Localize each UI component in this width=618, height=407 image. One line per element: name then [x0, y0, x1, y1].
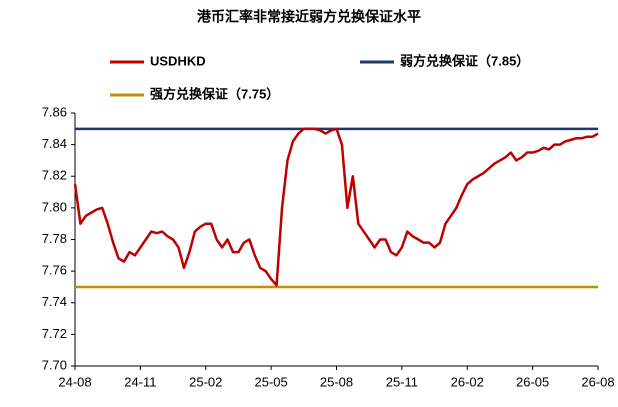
- x-tick-label: 24-11: [124, 374, 156, 389]
- y-tick-label: 7.82: [42, 168, 67, 183]
- legend-label: 强方兑换保证（7.75）: [150, 86, 279, 101]
- y-tick-label: 7.76: [42, 263, 67, 278]
- legend-label: 弱方兑换保证（7.85）: [400, 53, 529, 68]
- legend-label: USDHKD: [150, 53, 206, 68]
- y-tick-label: 7.72: [42, 326, 67, 341]
- chart-title: 港币汇率非常接近弱方兑换保证水平: [197, 9, 421, 25]
- y-tick-label: 7.78: [42, 231, 67, 246]
- y-tick-label: 7.80: [42, 199, 67, 214]
- y-tick-label: 7.74: [42, 294, 67, 309]
- x-tick-label: 25-11: [386, 374, 418, 389]
- y-tick-label: 7.70: [42, 357, 67, 372]
- x-tick-label: 26-05: [516, 374, 549, 389]
- line-series: [73, 127, 599, 287]
- x-tick-label: 25-02: [189, 374, 222, 389]
- x-tick-label: 26-02: [451, 374, 484, 389]
- x-tick-label: 25-05: [255, 374, 288, 389]
- y-tick-label: 7.84: [42, 136, 67, 151]
- x-tick-label: 26-08: [581, 374, 614, 389]
- y-tick-label: 7.86: [42, 104, 67, 119]
- x-tick-label: 25-08: [320, 374, 353, 389]
- x-tick-label: 24-08: [58, 374, 91, 389]
